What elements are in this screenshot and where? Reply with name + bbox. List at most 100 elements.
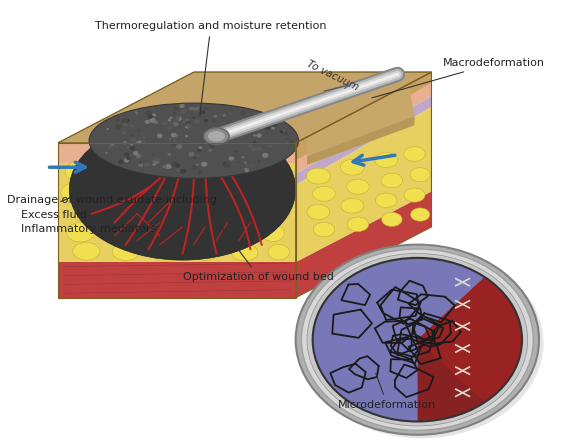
Circle shape [174, 107, 178, 110]
Circle shape [228, 112, 231, 114]
Ellipse shape [89, 103, 299, 178]
Ellipse shape [61, 183, 89, 202]
Circle shape [168, 119, 171, 121]
Circle shape [171, 143, 176, 146]
Circle shape [105, 152, 108, 154]
Circle shape [201, 110, 205, 114]
Circle shape [143, 137, 146, 139]
Circle shape [241, 135, 244, 138]
Circle shape [210, 143, 215, 148]
Ellipse shape [375, 153, 398, 168]
Circle shape [144, 120, 150, 124]
Circle shape [172, 111, 176, 114]
Ellipse shape [94, 181, 124, 201]
Circle shape [107, 128, 109, 130]
Ellipse shape [107, 223, 134, 242]
Ellipse shape [174, 179, 202, 199]
Ellipse shape [214, 183, 241, 202]
Circle shape [124, 158, 129, 162]
Circle shape [197, 149, 201, 152]
Circle shape [282, 130, 285, 132]
Circle shape [151, 154, 154, 155]
Circle shape [180, 109, 187, 113]
Circle shape [223, 163, 230, 168]
Ellipse shape [341, 198, 364, 213]
Ellipse shape [152, 244, 179, 261]
Circle shape [162, 165, 167, 169]
Circle shape [244, 168, 249, 171]
Circle shape [182, 120, 187, 123]
Ellipse shape [404, 188, 425, 202]
Ellipse shape [180, 162, 207, 182]
Circle shape [234, 150, 238, 153]
Ellipse shape [410, 208, 430, 221]
Wedge shape [417, 277, 522, 402]
Text: Thermoregulation and moisture retention: Thermoregulation and moisture retention [95, 21, 327, 116]
Polygon shape [296, 107, 431, 262]
Text: Excess fluid: Excess fluid [21, 210, 87, 220]
Text: To vacuum: To vacuum [305, 59, 360, 93]
Ellipse shape [112, 201, 140, 221]
Ellipse shape [254, 162, 280, 180]
Circle shape [180, 169, 187, 174]
Ellipse shape [73, 243, 100, 260]
Circle shape [163, 121, 168, 125]
Ellipse shape [139, 160, 169, 180]
Circle shape [251, 147, 256, 151]
Circle shape [186, 119, 189, 121]
Circle shape [215, 132, 219, 136]
Ellipse shape [231, 244, 258, 261]
Circle shape [133, 151, 138, 155]
Circle shape [173, 122, 179, 126]
Circle shape [171, 133, 175, 137]
Ellipse shape [268, 244, 289, 260]
Circle shape [251, 165, 254, 167]
Ellipse shape [208, 131, 225, 142]
Circle shape [227, 125, 231, 129]
Circle shape [141, 140, 146, 144]
Circle shape [130, 125, 134, 127]
Circle shape [138, 163, 143, 167]
Polygon shape [58, 72, 431, 143]
Polygon shape [296, 191, 431, 298]
Circle shape [136, 154, 142, 158]
Circle shape [252, 116, 255, 118]
Circle shape [121, 131, 126, 135]
Text: Optimization of wound bed: Optimization of wound bed [183, 222, 334, 282]
Ellipse shape [231, 203, 258, 222]
Polygon shape [296, 96, 431, 185]
Circle shape [245, 164, 249, 167]
Circle shape [264, 125, 271, 130]
Circle shape [124, 152, 129, 157]
Circle shape [262, 153, 269, 158]
Ellipse shape [382, 212, 402, 227]
Ellipse shape [100, 159, 129, 178]
Circle shape [176, 116, 180, 119]
Circle shape [261, 125, 264, 128]
Circle shape [120, 117, 123, 120]
Circle shape [138, 129, 140, 131]
Circle shape [287, 141, 289, 143]
Circle shape [127, 146, 131, 149]
Ellipse shape [69, 118, 296, 260]
Circle shape [189, 152, 195, 157]
Ellipse shape [307, 168, 330, 184]
Circle shape [174, 163, 180, 168]
Circle shape [123, 141, 127, 145]
Circle shape [176, 117, 182, 121]
Circle shape [204, 107, 209, 110]
Circle shape [289, 140, 295, 144]
Ellipse shape [226, 223, 253, 242]
Ellipse shape [73, 203, 100, 222]
Text: Microdeformation: Microdeformation [338, 373, 437, 410]
Ellipse shape [262, 225, 284, 242]
Circle shape [185, 125, 189, 129]
Circle shape [180, 170, 183, 172]
Circle shape [240, 111, 246, 116]
Circle shape [241, 118, 245, 121]
Circle shape [171, 162, 177, 166]
Circle shape [175, 168, 180, 172]
Circle shape [189, 107, 194, 110]
Circle shape [204, 119, 208, 122]
Ellipse shape [313, 186, 335, 201]
